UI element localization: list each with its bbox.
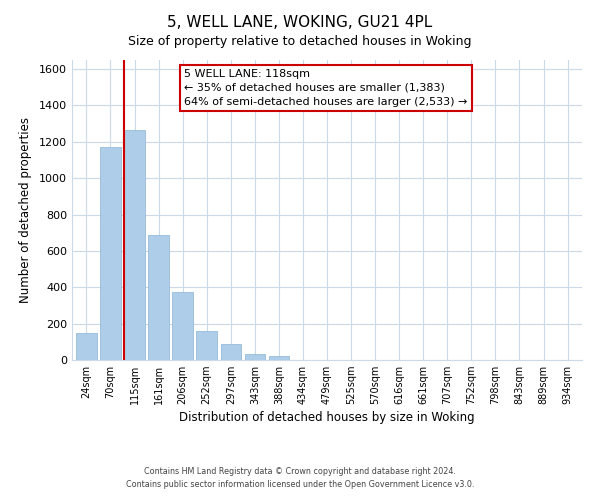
Bar: [148, 235, 169, 360]
Text: Size of property relative to detached houses in Woking: Size of property relative to detached ho…: [128, 35, 472, 48]
Y-axis label: Number of detached properties: Number of detached properties: [19, 117, 32, 303]
Bar: [100, 147, 121, 360]
Bar: [76, 333, 97, 360]
Bar: [172, 292, 193, 360]
Bar: [245, 354, 265, 360]
X-axis label: Distribution of detached houses by size in Woking: Distribution of detached houses by size …: [179, 412, 475, 424]
Bar: [269, 356, 289, 360]
Text: 5, WELL LANE, WOKING, GU21 4PL: 5, WELL LANE, WOKING, GU21 4PL: [167, 15, 433, 30]
Text: 5 WELL LANE: 118sqm
← 35% of detached houses are smaller (1,383)
64% of semi-det: 5 WELL LANE: 118sqm ← 35% of detached ho…: [184, 69, 467, 107]
Bar: [196, 331, 217, 360]
Text: Contains HM Land Registry data © Crown copyright and database right 2024.
Contai: Contains HM Land Registry data © Crown c…: [126, 468, 474, 489]
Bar: [221, 344, 241, 360]
Bar: [124, 130, 145, 360]
